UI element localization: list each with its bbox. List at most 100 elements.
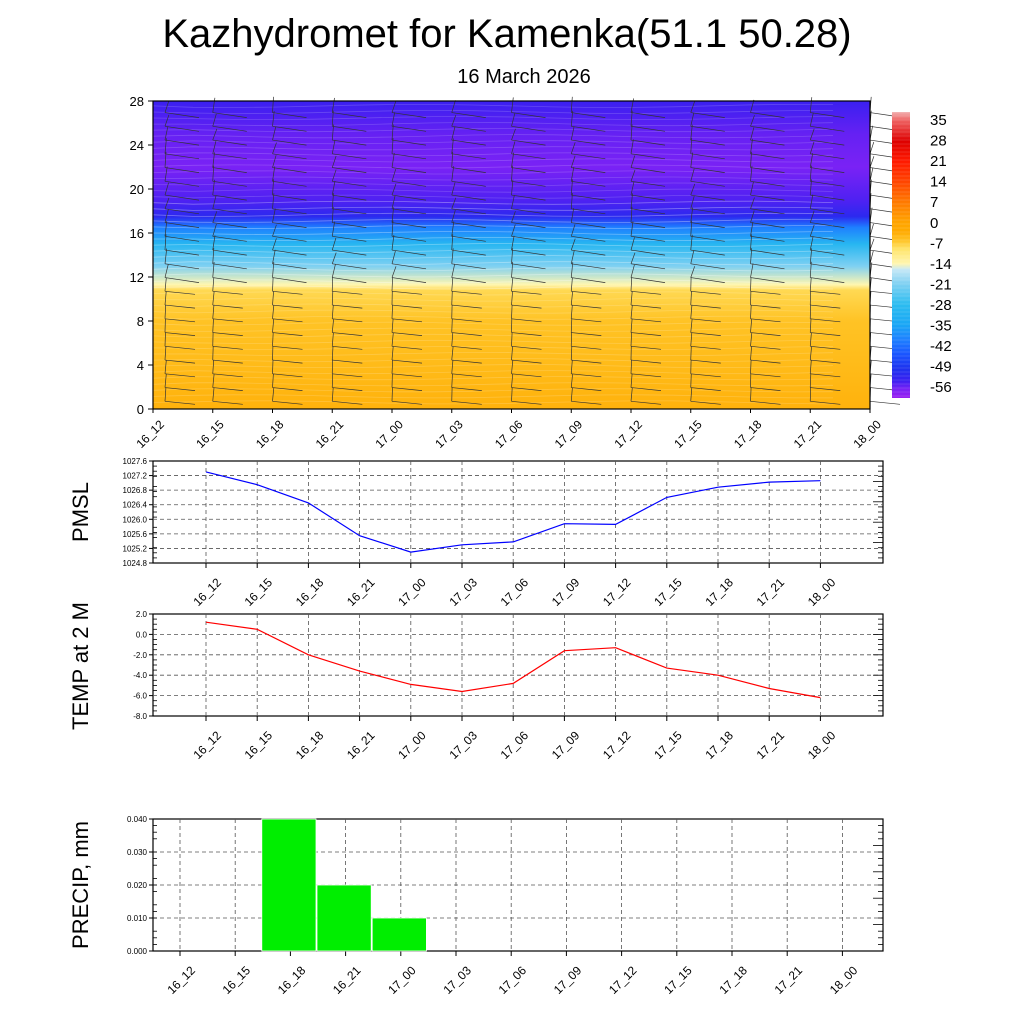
wind-barb-flag [451,304,482,309]
wind-barb-flag [750,263,785,270]
wind-barb-staff [391,387,393,402]
wind-barb-staff [690,373,692,388]
wind-barb-staff [750,165,753,182]
wind-barb-staff [869,141,875,154]
isotherm-line [152,164,833,169]
wind-barb-flag [571,153,606,160]
wind-barb-staff [391,332,394,347]
x-tick-label: 17_09 [549,728,583,762]
wind-barb-flag [511,318,542,323]
wind-barb-staff [391,195,396,209]
wind-barb-staff [272,318,275,333]
wind-barb-staff [630,155,636,168]
isotherm-line [152,351,834,357]
wind-barb-staff [511,332,513,347]
wind-barb-staff [391,124,394,141]
wind-barb-flag [630,387,662,391]
x-tick-label: 17_00 [395,575,429,609]
wind-barb-staff [750,181,754,196]
wind-barb-flag [630,139,666,146]
wind-barb-flag [391,249,427,256]
wind-barb-staff [212,97,216,113]
wind-barb-staff [212,179,215,196]
wind-barb-flag [451,263,486,270]
wind-barb-staff [391,234,395,251]
wind-barb-flag [451,318,482,323]
wind-barb-flag [810,318,841,323]
isotherm-line [152,103,834,108]
wind-barb-staff [391,112,396,127]
wind-barb-staff [212,387,215,402]
wind-barb-staff [511,128,516,141]
wind-barb-flag [571,359,602,364]
wind-barb-flag [212,304,243,309]
wind-barb-flag [810,167,845,173]
wind-barb-flag [690,318,721,323]
wind-barb-flag [571,277,606,283]
wind-barb-flag [810,125,845,132]
wind-barb-flag [212,263,247,270]
wind-barb-flag [511,373,542,378]
wind-barb-flag [690,345,721,350]
wind-barb-flag [750,125,785,132]
wind-barb-staff [690,319,693,333]
wind-barb-flag [212,167,247,173]
wind-barb-staff [391,220,394,237]
wind-barb-flag [750,387,781,391]
wind-barb-flag [810,180,845,187]
wind-barb-staff [164,209,169,223]
wind-barb-flag [750,345,781,350]
x-tick-label: 17_03 [446,575,480,609]
wind-barb-staff [690,152,694,168]
wind-barb-staff [809,236,814,251]
wind-barb-staff [164,100,170,113]
x-tick-label: 16_15 [193,417,227,451]
wind-barb-flag [164,194,200,201]
x-tick-label: 16_15 [242,575,276,609]
wind-barb-flag [391,373,423,378]
wind-barb-flag [451,112,486,118]
x-tick-label: 17_21 [754,575,788,609]
wind-barb-flag [391,277,427,283]
wind-barb-flag [690,304,721,309]
x-tick-label: 17_00 [395,728,429,762]
colorbar-label: -28 [930,297,952,314]
x-tick-label: 17_12 [600,575,634,609]
wind-barb-staff [164,373,167,388]
wind-barb-flag [164,387,196,391]
wind-barb-staff [511,113,516,127]
x-tick-label: 17_15 [671,417,705,451]
wind-barb-staff [391,346,394,361]
x-tick-label: 17_15 [661,963,695,997]
wind-barb-flag [272,180,307,187]
wind-barb-staff [164,166,168,182]
wind-barb-flag [511,387,542,391]
wind-barb-staff [272,332,274,347]
wind-barb-flag [511,263,546,270]
wind-barb-staff [331,193,334,209]
wind-barb-staff [809,332,812,347]
wind-barb-flag [630,332,662,336]
isotherm-line [152,261,834,266]
wind-barb-staff [511,346,513,361]
wind-barb-flag [272,277,307,283]
wind-barb-flag [391,235,427,242]
x-tick-label: 17_21 [772,963,806,997]
wind-barb-staff [511,304,513,319]
wind-barb-flag [630,125,666,132]
wind-barb-flag [272,153,307,160]
x-tick-label: 16_18 [293,728,327,762]
y-tick-label: 1026.4 [123,501,148,510]
wind-barb-flag [810,263,845,270]
isotherm-line [152,273,834,278]
wind-barb-staff [750,304,752,319]
wind-barb-staff [511,224,516,237]
wind-barb-flag [571,167,606,173]
wind-barb-flag [272,373,303,378]
wind-barb-staff [630,318,633,333]
wind-barb-flag [212,139,247,146]
x-tick-label: 16_12 [164,963,198,997]
wind-barb-staff [570,238,576,251]
precip-bar [316,884,372,952]
wind-barb-flag [164,400,196,405]
